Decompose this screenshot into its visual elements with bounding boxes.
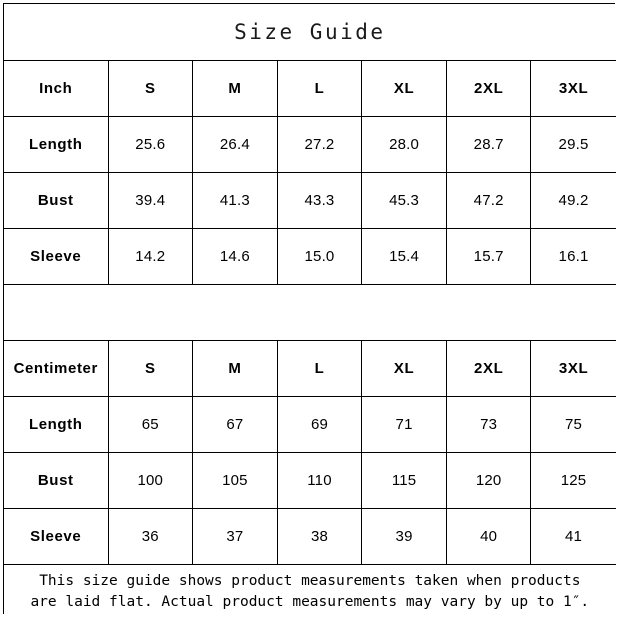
table-row: Sleeve 36 37 38 39 40 41 xyxy=(4,507,616,565)
inch-row-label-bust: Bust xyxy=(4,171,109,229)
cm-sleeve-s: 36 xyxy=(107,507,194,565)
inch-row-label-length: Length xyxy=(4,115,109,173)
inch-unit-header: Inch xyxy=(4,59,109,117)
cm-sleeve-3xl: 41 xyxy=(530,507,616,565)
footer-row: This size guide shows product measuremen… xyxy=(4,563,616,619)
cm-header-xl: XL xyxy=(361,339,447,397)
page-title: Size Guide xyxy=(4,4,616,61)
cm-header-row: Centimeter S M L XL 2XL 3XL xyxy=(4,339,616,397)
inch-bust-3xl: 49.2 xyxy=(530,171,616,229)
inch-row-label-sleeve: Sleeve xyxy=(4,227,109,285)
inch-length-xl: 28.0 xyxy=(361,115,447,173)
inch-sleeve-3xl: 16.1 xyxy=(530,227,616,285)
spacer-row xyxy=(4,283,616,341)
inch-sleeve-m: 14.6 xyxy=(192,227,278,285)
spacer-cell xyxy=(4,283,616,341)
table-row: Sleeve 14.2 14.6 15.0 15.4 15.7 16.1 xyxy=(4,227,616,285)
cm-unit-header: Centimeter xyxy=(4,339,109,397)
cm-header-2xl: 2XL xyxy=(445,339,532,397)
inch-header-l: L xyxy=(276,59,363,117)
cm-length-xl: 71 xyxy=(361,395,447,453)
footer-note: This size guide shows product measuremen… xyxy=(4,563,616,619)
inch-bust-2xl: 47.2 xyxy=(445,171,532,229)
cm-row-label-bust: Bust xyxy=(4,451,109,509)
footer-note-line-1: This size guide shows product measuremen… xyxy=(39,572,581,589)
cm-length-2xl: 73 xyxy=(445,395,532,453)
cm-bust-xl: 115 xyxy=(361,451,447,509)
inch-header-row: Inch S M L XL 2XL 3XL xyxy=(4,59,616,117)
cm-header-m: M xyxy=(192,339,278,397)
inch-header-2xl: 2XL xyxy=(445,59,532,117)
inch-length-2xl: 28.7 xyxy=(445,115,532,173)
inch-length-m: 26.4 xyxy=(192,115,278,173)
cm-sleeve-m: 37 xyxy=(192,507,278,565)
inch-sleeve-xl: 15.4 xyxy=(361,227,447,285)
footer-note-line-2: are laid flat. Actual product measuremen… xyxy=(30,593,590,610)
inch-bust-l: 43.3 xyxy=(276,171,363,229)
cm-length-s: 65 xyxy=(107,395,194,453)
inch-sleeve-l: 15.0 xyxy=(276,227,363,285)
cm-bust-m: 105 xyxy=(192,451,278,509)
cm-length-3xl: 75 xyxy=(530,395,616,453)
inch-header-s: S xyxy=(107,59,194,117)
inch-bust-m: 41.3 xyxy=(192,171,278,229)
cm-sleeve-xl: 39 xyxy=(361,507,447,565)
cm-row-label-length: Length xyxy=(4,395,109,453)
cm-length-m: 67 xyxy=(192,395,278,453)
cm-length-l: 69 xyxy=(276,395,363,453)
cm-bust-s: 100 xyxy=(107,451,194,509)
cm-bust-l: 110 xyxy=(276,451,363,509)
cm-bust-2xl: 120 xyxy=(445,451,532,509)
inch-bust-s: 39.4 xyxy=(107,171,194,229)
cm-sleeve-l: 38 xyxy=(276,507,363,565)
cm-row-label-sleeve: Sleeve xyxy=(4,507,109,565)
inch-length-l: 27.2 xyxy=(276,115,363,173)
inch-header-xl: XL xyxy=(361,59,447,117)
inch-length-s: 25.6 xyxy=(107,115,194,173)
cm-header-l: L xyxy=(276,339,363,397)
inch-sleeve-2xl: 15.7 xyxy=(445,227,532,285)
title-row: Size Guide xyxy=(4,4,616,61)
cm-sleeve-2xl: 40 xyxy=(445,507,532,565)
inch-bust-xl: 45.3 xyxy=(361,171,447,229)
inch-header-3xl: 3XL xyxy=(530,59,616,117)
inch-sleeve-s: 14.2 xyxy=(107,227,194,285)
size-guide-grid: Size Guide Inch S M L XL 2XL 3XL Length … xyxy=(4,4,616,619)
table-row: Bust 100 105 110 115 120 125 xyxy=(4,451,616,509)
inch-header-m: M xyxy=(192,59,278,117)
table-row: Bust 39.4 41.3 43.3 45.3 47.2 49.2 xyxy=(4,171,616,229)
cm-bust-3xl: 125 xyxy=(530,451,616,509)
size-guide-table: Size Guide Inch S M L XL 2XL 3XL Length … xyxy=(3,3,616,619)
inch-length-3xl: 29.5 xyxy=(530,115,616,173)
table-row: Length 65 67 69 71 73 75 xyxy=(4,395,616,453)
cm-header-s: S xyxy=(107,339,194,397)
cm-header-3xl: 3XL xyxy=(530,339,616,397)
table-row: Length 25.6 26.4 27.2 28.0 28.7 29.5 xyxy=(4,115,616,173)
